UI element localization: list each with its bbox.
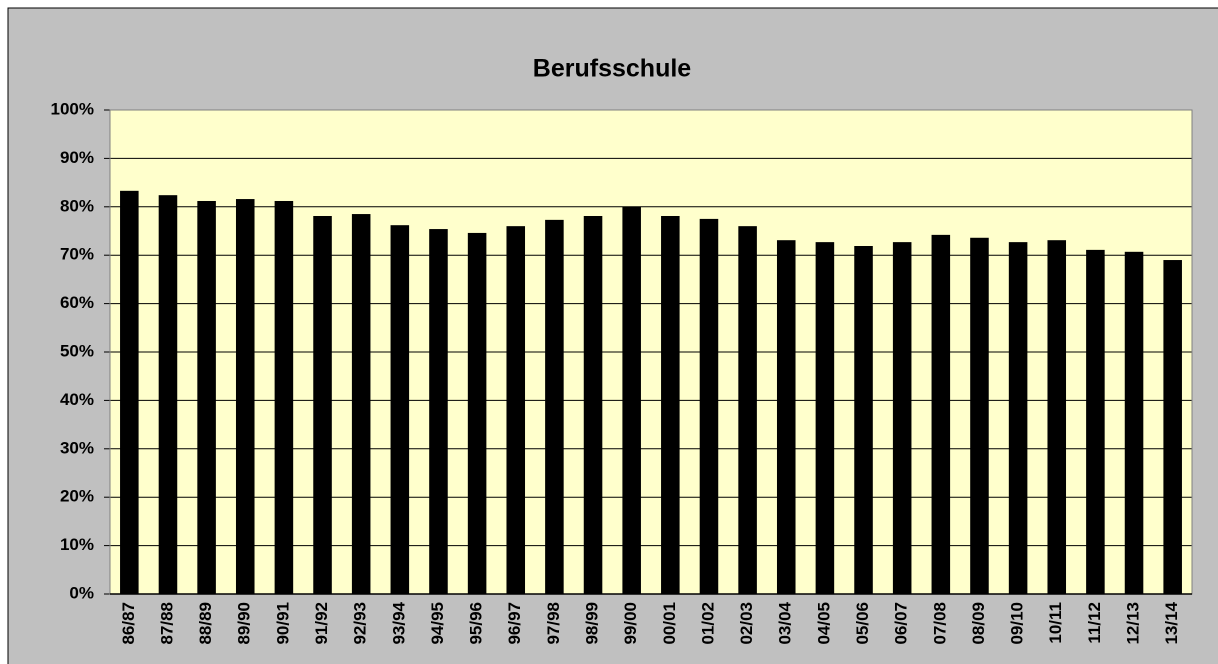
chart-title: Berufsschule	[533, 55, 691, 83]
bar	[1124, 251, 1144, 594]
bar	[235, 199, 255, 594]
bar	[622, 206, 641, 595]
bar	[545, 219, 564, 595]
y-tick-label: 40%	[60, 390, 94, 409]
bar	[390, 225, 410, 594]
x-tick-label: 00/01	[660, 602, 679, 645]
bar	[197, 200, 216, 594]
bar	[854, 246, 873, 594]
bar	[931, 234, 951, 594]
x-tick-label: 04/05	[814, 602, 833, 645]
y-tick-label: 50%	[60, 341, 94, 360]
x-tick-label: 92/93	[351, 602, 370, 645]
bar	[274, 200, 294, 594]
x-tick-label: 05/06	[853, 602, 872, 645]
bar	[776, 240, 796, 595]
x-tick-label: 94/95	[428, 602, 447, 645]
x-tick-label: 96/97	[505, 602, 524, 645]
y-tick-label: 20%	[60, 487, 94, 506]
x-tick-label: 13/14	[1162, 601, 1181, 644]
bar	[1047, 240, 1067, 595]
x-tick-label: 07/08	[930, 602, 949, 645]
y-tick-label: 100%	[51, 99, 94, 118]
bar	[351, 214, 371, 594]
x-tick-label: 93/94	[389, 601, 408, 644]
bar	[120, 190, 139, 594]
y-tick-label: 80%	[60, 196, 94, 215]
x-tick-label: 90/91	[273, 602, 292, 645]
x-tick-label: 03/04	[776, 601, 795, 644]
x-tick-label: 87/88	[157, 602, 176, 645]
x-tick-label: 97/98	[544, 602, 563, 645]
x-tick-label: 10/11	[1046, 602, 1065, 644]
x-tick-label: 89/90	[235, 602, 254, 645]
bar	[699, 218, 719, 594]
x-tick-label: 95/96	[467, 602, 486, 645]
y-tick-label: 30%	[60, 438, 94, 457]
y-tick-label: 70%	[60, 245, 94, 264]
x-tick-label: 01/02	[698, 602, 717, 645]
bar	[1163, 260, 1182, 594]
y-tick-label: 60%	[60, 293, 94, 312]
bar	[506, 226, 526, 594]
x-tick-label: 02/03	[737, 602, 756, 645]
bar	[583, 215, 603, 594]
x-tick-label: 12/13	[1124, 602, 1143, 645]
x-tick-label: 99/00	[621, 602, 640, 645]
x-tick-label: 06/07	[892, 602, 911, 645]
bar	[892, 242, 912, 594]
bar	[158, 195, 178, 594]
y-tick-label: 90%	[60, 148, 94, 167]
x-tick-label: 11/12	[1085, 602, 1104, 644]
bar	[970, 237, 989, 594]
bar	[1008, 242, 1028, 594]
bar	[429, 229, 448, 594]
bar	[1086, 249, 1105, 594]
x-tick-label: 86/87	[119, 602, 138, 645]
bar	[467, 232, 487, 594]
bar	[738, 226, 757, 594]
y-tick-label: 0%	[69, 583, 94, 602]
x-tick-label: 91/92	[312, 602, 331, 645]
bar	[313, 215, 332, 594]
y-tick-label: 10%	[60, 535, 94, 554]
x-tick-label: 88/89	[196, 602, 215, 645]
x-tick-label: 09/10	[1008, 602, 1027, 645]
x-tick-label: 98/99	[583, 602, 602, 645]
x-tick-label: 08/09	[969, 602, 988, 645]
bar	[661, 215, 680, 594]
bar	[815, 242, 835, 594]
